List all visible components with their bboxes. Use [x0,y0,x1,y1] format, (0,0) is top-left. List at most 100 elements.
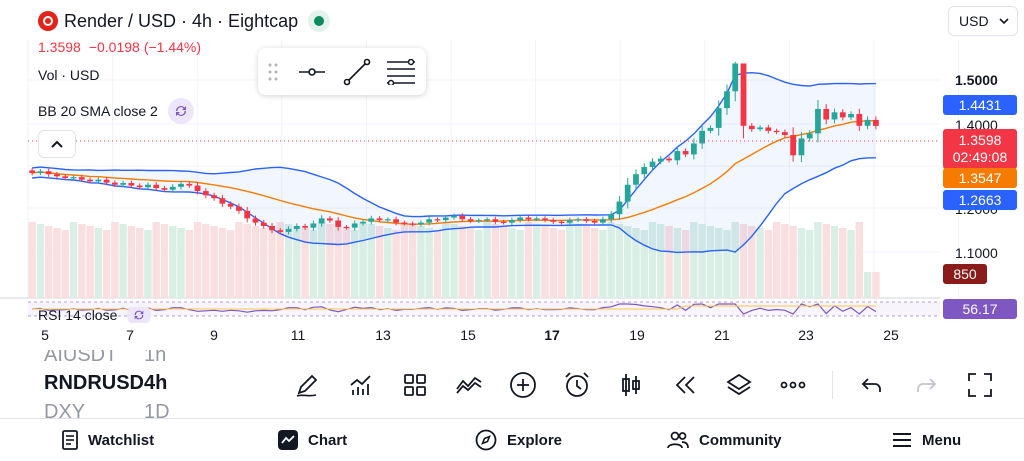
indicators-button[interactable] [334,366,388,404]
alert-button[interactable] [550,366,604,404]
nav-watchlist[interactable]: Watchlist [62,430,154,450]
volume-bar [317,222,326,298]
drawing-pen-button[interactable] [280,366,334,404]
more-button[interactable] [766,366,820,404]
undo-button[interactable] [845,366,899,404]
volume-bar [78,224,86,298]
volume-tag: 850 [943,264,987,284]
rsi-ma-line [32,305,876,310]
bb-basis-tag: 1.3547 [943,168,1017,188]
reload-icon[interactable] [127,307,152,323]
fib-retracement-tool-icon[interactable] [382,54,420,90]
trend-line-tool-icon[interactable] [338,54,376,90]
volume-bar [210,226,218,298]
candle-body [682,151,689,155]
candle-body [351,223,358,228]
candle-body [29,170,36,173]
horizontal-line-tool-icon[interactable] [293,54,331,90]
candle-body [765,127,772,131]
nav-chart-label: Chart [308,431,348,449]
nav-explore[interactable]: Explore [475,429,562,451]
candle-body [161,188,168,190]
symbol-option-selected[interactable]: RNDRUSD 4h [44,372,168,394]
pen-icon [296,374,318,397]
fullscreen-button[interactable] [953,366,1007,404]
replay-button[interactable] [658,366,712,404]
volume-legend[interactable]: Vol · USD [38,67,100,83]
candle-body [542,218,548,221]
chart-header[interactable]: Render / USD · 4h · Eightcap [38,9,331,33]
symbol-option[interactable]: AIUSDT 1h [44,350,167,366]
candle-body [120,183,127,185]
more-horizontal-icon [780,381,806,389]
volume-bar [193,222,202,298]
compare-button[interactable] [442,366,496,404]
candle-body [145,184,151,188]
candle-body [509,220,515,223]
reload-icon[interactable] [167,98,194,124]
volume-bar [723,230,731,298]
candle-body [37,171,44,173]
chart-type-button[interactable] [604,366,658,404]
candlesticks [29,61,879,235]
volume-bar [698,224,706,298]
time-axis-label: 25 [883,327,899,343]
rewind-icon [675,376,695,394]
symbol-interval-picker[interactable]: AIUSDT 1h RNDRUSD 4h DXY 1D [44,350,174,418]
volume-bar [135,228,144,298]
bollinger-legend-label: BB 20 SMA close 2 [38,103,158,119]
bb-upper-tag: 1.4431 [943,95,1017,115]
watchlist-icon [62,430,78,450]
redo-icon [917,378,937,392]
candle-body [111,182,118,185]
templates-button[interactable] [388,366,442,404]
candle-body [500,221,507,223]
time-axis-label: 5 [41,327,49,343]
candle-body [202,191,209,196]
candle-body [550,220,557,222]
candle-body [781,132,788,136]
volume-bar [425,228,433,298]
collapse-legend-button[interactable] [38,130,76,158]
volume-bar [367,224,376,298]
nav-menu[interactable]: Menu [892,432,961,449]
time-axis[interactable]: 5 7 9 11 13 15 17 19 21 23 25 [0,327,940,347]
nav-chart[interactable]: Chart [278,430,347,450]
volume-bar [226,230,235,298]
nav-community[interactable]: Community [667,431,782,449]
candle-body [831,112,838,120]
candle-body [360,221,366,224]
volume-bar [524,222,533,298]
layers-button[interactable] [712,366,766,404]
candle-body [856,114,863,126]
volume-bar [872,272,880,298]
time-axis-label: 19 [629,327,645,343]
candle-body [459,215,466,220]
redo-button[interactable] [899,366,953,404]
bollinger-legend[interactable]: BB 20 SMA close 2 [38,98,194,124]
candle-body [583,219,590,221]
drag-handle-icon[interactable] [266,63,279,81]
volume-bar [673,228,682,298]
add-button[interactable] [496,366,550,404]
rsi-legend[interactable]: RSI 14 close [38,307,152,323]
candle-body [724,91,730,109]
volume-bar [94,228,103,298]
volume-bar [814,222,822,298]
fullscreen-icon [968,373,992,397]
candle-body [641,167,648,175]
candle-body [608,214,615,220]
symbol-title[interactable]: Render / USD · 4h · Eightcap [64,10,299,31]
market-open-status-icon[interactable] [308,10,331,32]
volume-bar [640,230,648,298]
volume-bar [657,224,665,298]
symbol-option[interactable]: DXY 1D [44,401,170,418]
candle-body [699,130,706,144]
bollinger-band-fill [32,72,876,253]
currency-select[interactable]: USD [948,6,1018,36]
volume-bar [334,226,342,298]
candle-body [95,179,102,182]
candle-body [533,218,540,220]
volume-bar [748,226,756,298]
